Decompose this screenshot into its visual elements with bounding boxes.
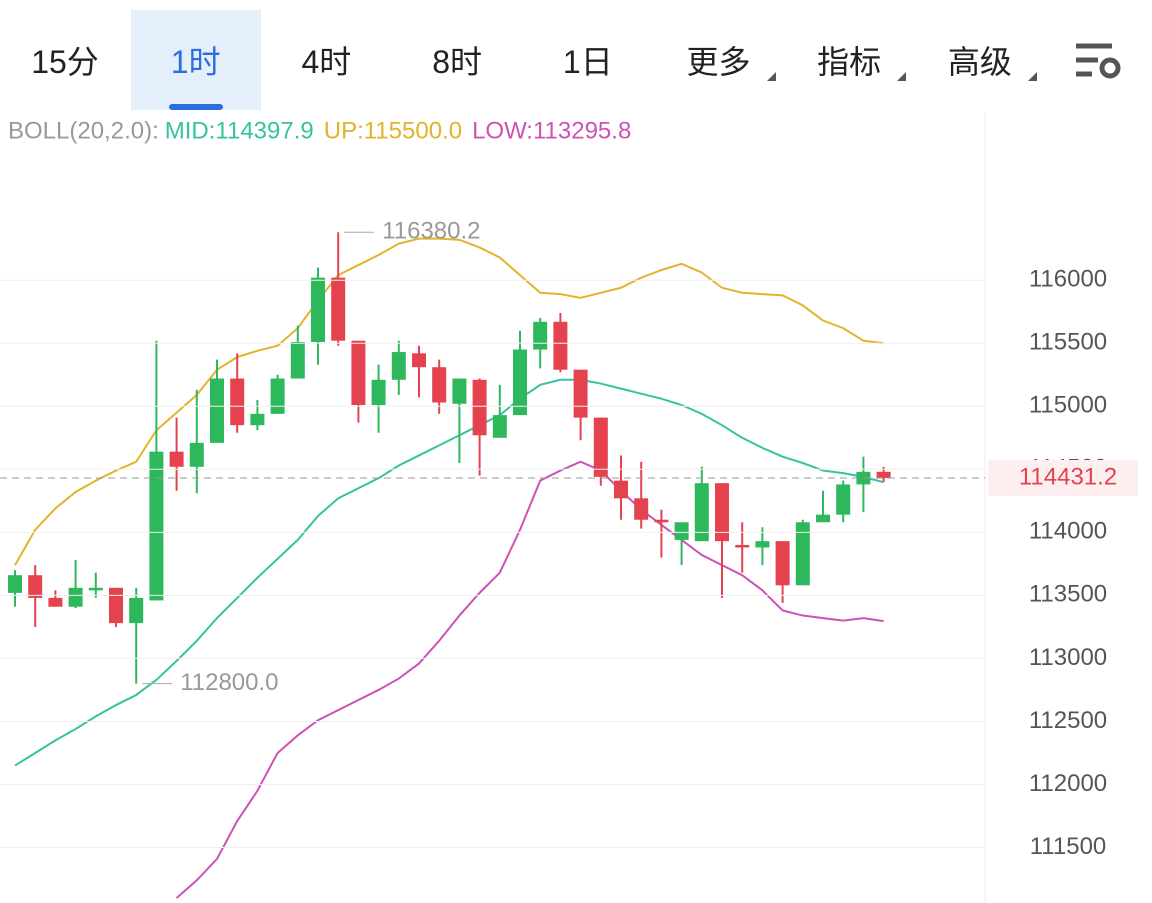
candle-body <box>250 413 265 426</box>
tab[interactable]: 高级 <box>915 10 1045 110</box>
annotation-label: 112800.0 <box>180 669 278 696</box>
boll-line <box>14 378 884 767</box>
price-label: 114431.2 <box>1019 463 1117 490</box>
y-tick-label: 114000 <box>1029 518 1107 545</box>
candle-body <box>876 471 891 478</box>
tab[interactable]: 8时 <box>432 44 482 80</box>
candle-body <box>311 277 325 342</box>
candle-body <box>412 353 426 368</box>
candle-body <box>694 483 709 542</box>
candle-body <box>149 451 164 601</box>
tab[interactable]: 更多 <box>654 10 784 110</box>
candle-body <box>674 522 689 540</box>
candle-body <box>290 341 305 379</box>
candle-body <box>654 519 669 523</box>
tab[interactable]: 1时 <box>130 10 261 110</box>
y-tick-label: 112500 <box>1029 707 1107 734</box>
candle-body <box>513 349 527 416</box>
candle-body <box>109 587 123 624</box>
boll-line <box>175 460 884 899</box>
candle-body <box>836 484 851 515</box>
legend-entry: UP:115500.0 <box>324 117 462 144</box>
candle-body <box>856 471 871 485</box>
candle-body <box>371 379 386 406</box>
candle-body <box>48 597 63 607</box>
candle-body <box>210 378 224 443</box>
candle-body <box>533 321 548 350</box>
candle-body <box>351 340 366 406</box>
candle-body <box>492 415 507 438</box>
tab[interactable]: 1日 <box>562 44 613 80</box>
candle-body <box>88 587 103 591</box>
y-tick-label: 113500 <box>1029 581 1107 608</box>
candle-body <box>614 480 628 499</box>
candle-body <box>472 379 487 436</box>
candle-body <box>816 514 830 523</box>
candle-body <box>28 575 43 598</box>
tab[interactable]: 4时 <box>301 44 352 80</box>
settings-icon[interactable] <box>1076 43 1121 79</box>
candle-body <box>331 277 346 341</box>
tab[interactable]: 指标 <box>784 10 914 110</box>
candle-body <box>593 417 608 477</box>
y-tick-label: 116000 <box>1029 266 1107 293</box>
y-tick-label: 115500 <box>1029 329 1107 356</box>
boll-line <box>14 237 884 566</box>
y-tick-label: 113000 <box>1029 644 1107 671</box>
candle-body <box>189 442 204 467</box>
legend-entry: MID:114397.9 <box>165 117 314 144</box>
candle-body <box>573 369 588 418</box>
candle-body <box>553 321 568 370</box>
candle-body <box>795 522 810 586</box>
candle-body <box>169 451 184 467</box>
candle-body <box>735 544 750 548</box>
candle-body <box>775 541 790 586</box>
candle-body <box>432 367 447 403</box>
price-label-bg <box>988 459 1138 496</box>
candle-body <box>634 498 649 520</box>
annotation-label: 116380.2 <box>382 218 480 245</box>
indicator-label: BOLL(20,2.0): <box>8 117 159 144</box>
candle-body <box>230 378 245 426</box>
tab[interactable]: 15分 <box>31 44 99 80</box>
candle-body <box>715 483 729 542</box>
candle-body <box>129 597 144 624</box>
candle-body <box>452 378 467 404</box>
y-tick-label: 112000 <box>1029 770 1107 797</box>
candle-body <box>755 541 770 548</box>
legend-entry: LOW:113295.8 <box>472 117 631 144</box>
tab-bar: 15分 1时 4时 8时 1日 更多 指标 高级 <box>0 0 1152 110</box>
candle-body <box>8 575 22 593</box>
y-tick-label: 115000 <box>1029 392 1107 419</box>
candle-body <box>391 352 406 380</box>
candle-body <box>68 587 83 607</box>
candle-body <box>270 378 285 414</box>
y-tick-label: 111500 <box>1030 833 1107 860</box>
